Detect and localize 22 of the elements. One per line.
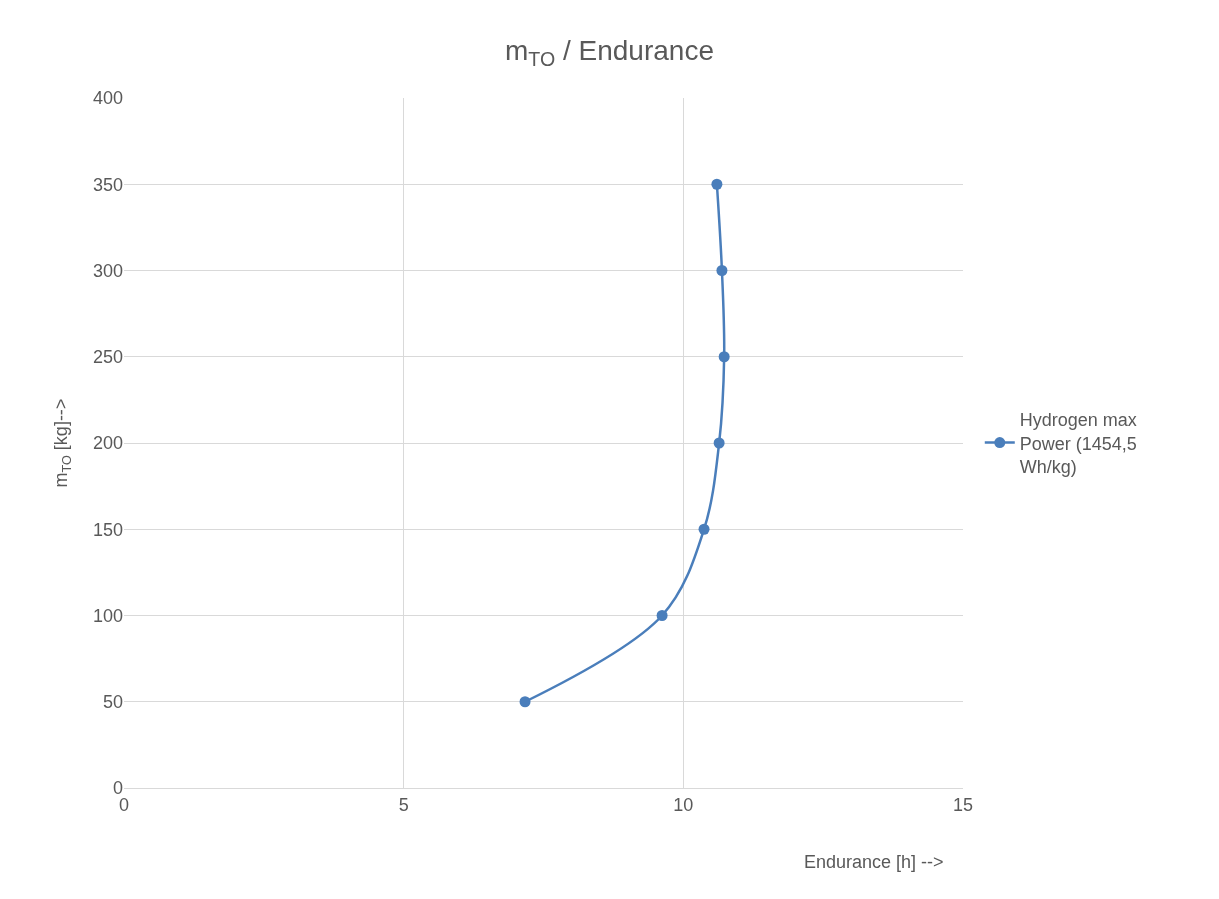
y-tick-label: 100 [92, 605, 123, 626]
point [718, 351, 730, 363]
point [716, 265, 728, 276]
y-tick-label: 50 [102, 692, 123, 713]
y-tick-label: 200 [92, 433, 123, 454]
y-tick-label: 300 [92, 260, 123, 281]
point [698, 523, 710, 535]
y-tick-label: 0 [112, 778, 123, 799]
point [519, 696, 531, 708]
x-tick-label: 10 [673, 794, 694, 815]
y-tick-label: 150 [92, 519, 123, 540]
legend-label: Hydrogen max Power (1454,5 Wh/kg) [1019, 410, 1137, 478]
point [711, 178, 723, 190]
x-axis-title: Endurance [h] --> [804, 852, 944, 872]
chart-title: m$_{TO}$ / Endurance [505, 35, 714, 70]
point [713, 437, 725, 449]
x-tick-label: 15 [952, 794, 974, 815]
y-tick-label: 250 [92, 347, 123, 368]
y-tick-label: 350 [92, 174, 123, 195]
x-tick-label: 5 [398, 794, 409, 815]
point [656, 610, 668, 621]
y-tick-label: 400 [92, 88, 123, 109]
